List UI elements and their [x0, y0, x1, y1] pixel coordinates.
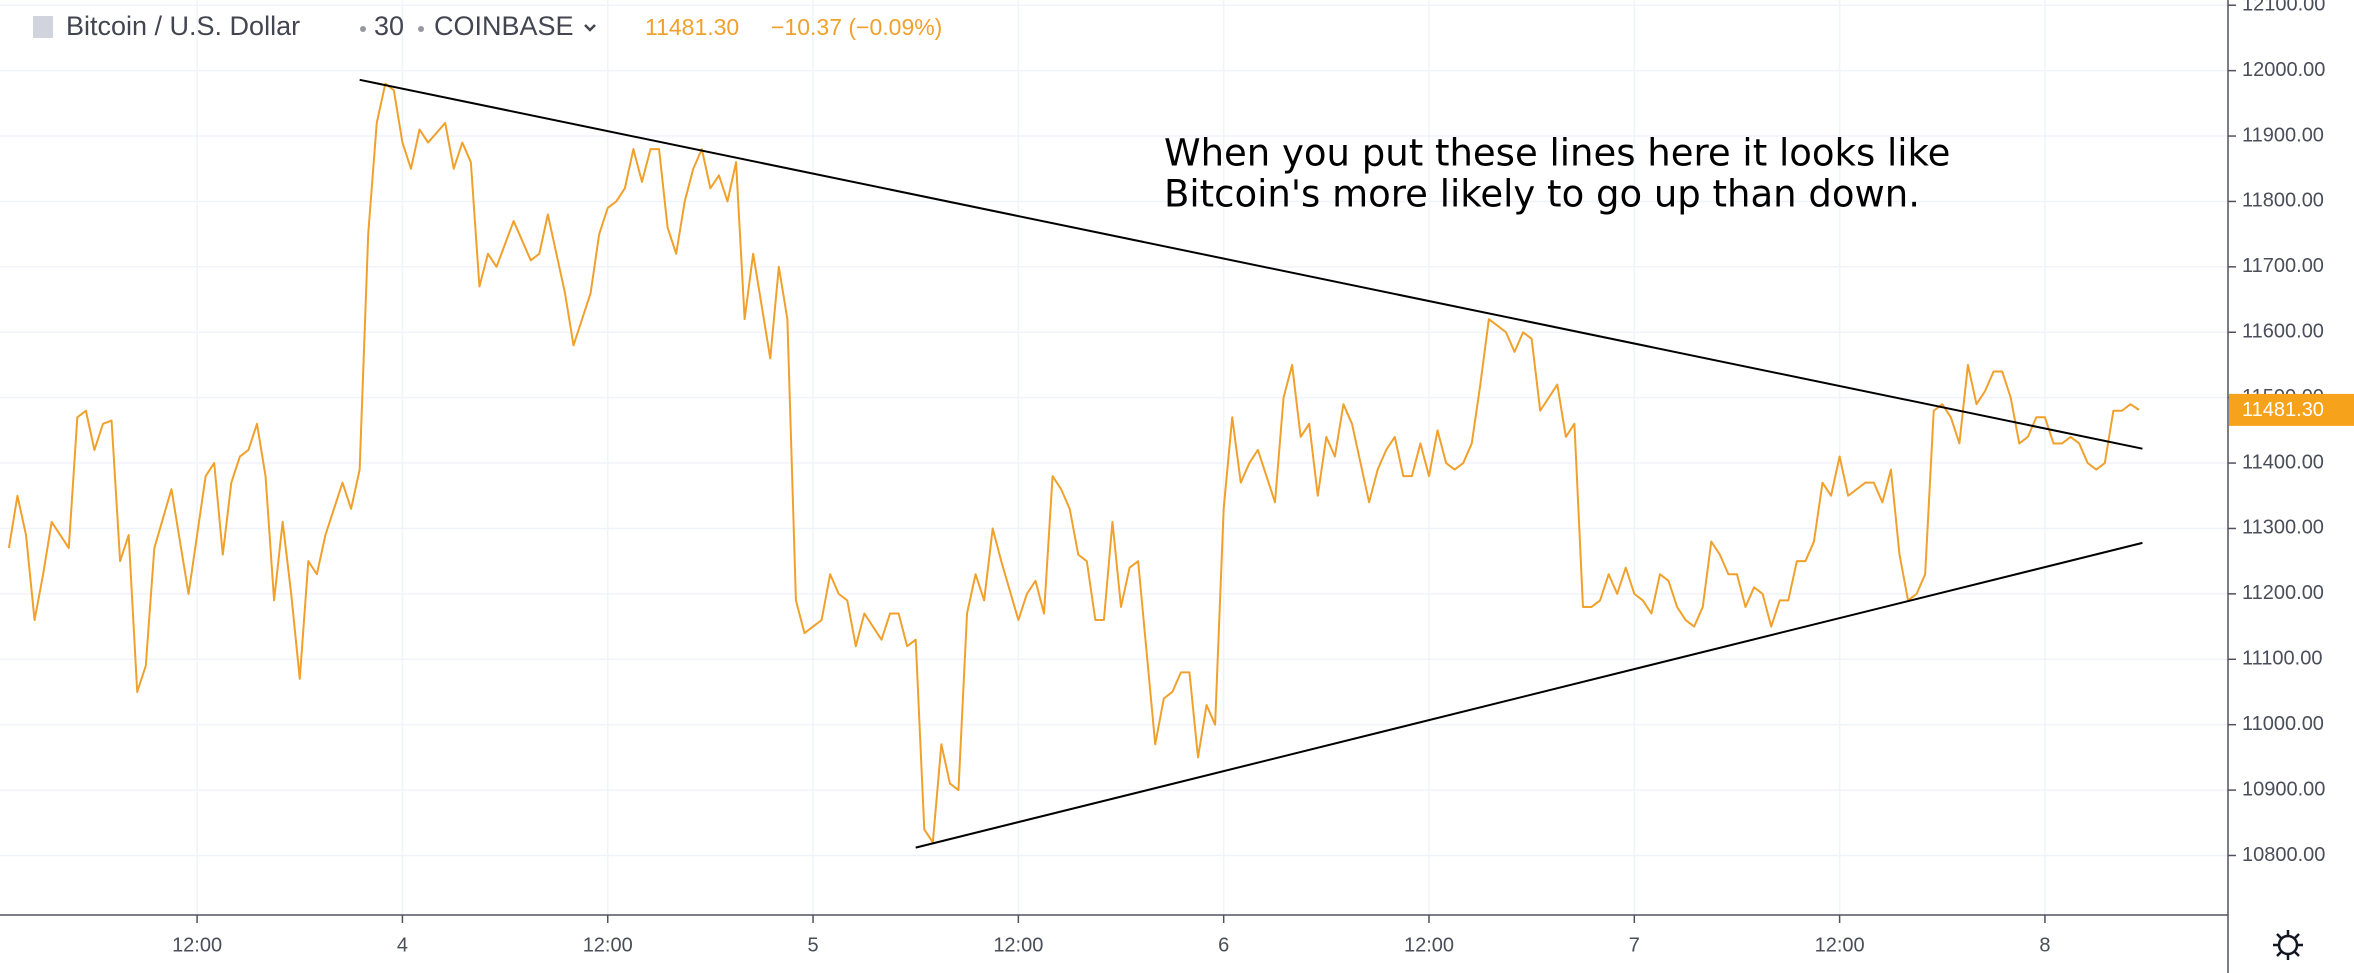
- trend-line: [359, 78, 2143, 450]
- annotation-line: When you put these lines here it looks l…: [1164, 132, 1950, 175]
- trend-line: [915, 541, 2143, 849]
- price-line: [7, 82, 2140, 844]
- y-tick-label: 11800.00: [2242, 190, 2324, 212]
- x-tick-label: 5: [807, 934, 818, 956]
- y-tick-label: 10800.00: [2242, 844, 2325, 866]
- y-tick-label: 12000.00: [2242, 59, 2325, 81]
- plot-area: [7, 78, 2143, 849]
- annotation: When you put these lines here it looks l…: [1164, 132, 1950, 216]
- symbol-icon[interactable]: [33, 16, 53, 38]
- x-tick-label: 4: [397, 934, 408, 956]
- x-tick-label: 12:00: [1404, 934, 1454, 956]
- header: Bitcoin / U.S. Dollar 30 COINBASE 11481.…: [33, 11, 942, 41]
- last-price: 11481.30: [645, 14, 739, 40]
- x-tick-label: 7: [1629, 934, 1640, 956]
- annotation-line: Bitcoin's more likely to go up than down…: [1164, 173, 1920, 216]
- y-tick-label: 11300.00: [2242, 517, 2324, 539]
- y-tick-label: 10900.00: [2242, 778, 2325, 800]
- grid: [0, 0, 2228, 915]
- y-tick-label: 11000.00: [2242, 713, 2324, 735]
- exchange-chevron[interactable]: [584, 24, 596, 32]
- separator: [418, 26, 424, 32]
- x-tick-label: 6: [1218, 934, 1229, 956]
- separator: [360, 26, 366, 32]
- x-tick-label: 12:00: [583, 934, 633, 956]
- symbol-name[interactable]: Bitcoin / U.S. Dollar: [66, 11, 300, 41]
- x-tick-label: 8: [2039, 934, 2050, 956]
- y-tick-label: 11100.00: [2242, 648, 2322, 670]
- x-tick-label: 12:00: [993, 934, 1043, 956]
- settings-icon[interactable]: [2273, 930, 2303, 960]
- x-tick-label: 12:00: [172, 934, 222, 956]
- gear-teeth[interactable]: [2273, 930, 2303, 960]
- gear-ring[interactable]: [2277, 934, 2299, 956]
- y-tick-label: 11200.00: [2242, 582, 2324, 604]
- x-tick-label: 12:00: [1815, 934, 1865, 956]
- y-tick-label: 11900.00: [2242, 124, 2324, 146]
- price-change: −10.37 (−0.09%): [771, 14, 942, 40]
- y-tick-label: 11700.00: [2242, 255, 2324, 277]
- exchange[interactable]: COINBASE: [434, 11, 574, 41]
- y-tick-label: 11400.00: [2242, 451, 2324, 473]
- interval[interactable]: 30: [374, 11, 404, 41]
- y-tick-label: 11600.00: [2242, 321, 2324, 343]
- last-price-tag-label: 11481.30: [2242, 399, 2324, 421]
- y-tick-label: 12100.00: [2242, 0, 2325, 16]
- last-price-tag: [2229, 393, 2354, 426]
- axes: 10800.00 10900.00 11000.00 11100.00 11200.00…: [172, 0, 2354, 956]
